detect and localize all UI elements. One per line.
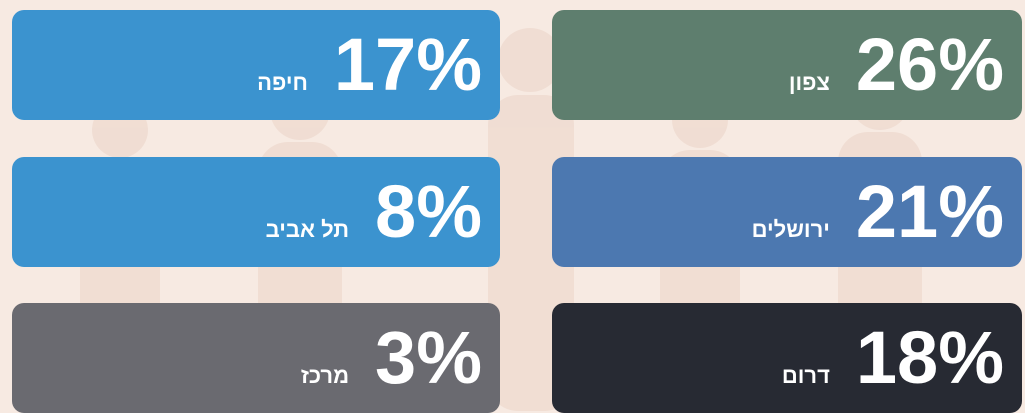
stat-content: צפון 26%	[789, 28, 1004, 102]
stat-content: ירושלים 21%	[752, 175, 1004, 249]
stat-tile: מרכז 3%	[12, 303, 500, 413]
stat-label: חיפה	[257, 70, 308, 96]
stat-tile: חיפה 17%	[12, 10, 500, 120]
stat-label: תל אביב	[266, 217, 349, 243]
stat-label: צפון	[789, 70, 830, 96]
stat-label: מרכז	[301, 363, 349, 389]
stat-content: מרכז 3%	[301, 321, 482, 395]
stat-tile: תל אביב 8%	[12, 157, 500, 267]
stat-value: 26%	[856, 28, 1004, 102]
stat-content: תל אביב 8%	[266, 175, 482, 249]
stat-tile: דרום 18%	[552, 303, 1022, 413]
stat-value: 3%	[375, 321, 482, 395]
stat-tile: ירושלים 21%	[552, 157, 1022, 267]
stat-value: 21%	[856, 175, 1004, 249]
stat-label: דרום	[782, 363, 830, 389]
stat-tile: צפון 26%	[552, 10, 1022, 120]
page: צפון 26% ירושלים 21% דרום 18% חיפה 17% תל אביב 8%…	[0, 0, 1025, 411]
stat-label: ירושלים	[752, 217, 830, 243]
stat-content: חיפה 17%	[257, 28, 482, 102]
stat-value: 18%	[856, 321, 1004, 395]
stat-value: 8%	[375, 175, 482, 249]
stat-value: 17%	[334, 28, 482, 102]
stat-content: דרום 18%	[782, 321, 1004, 395]
